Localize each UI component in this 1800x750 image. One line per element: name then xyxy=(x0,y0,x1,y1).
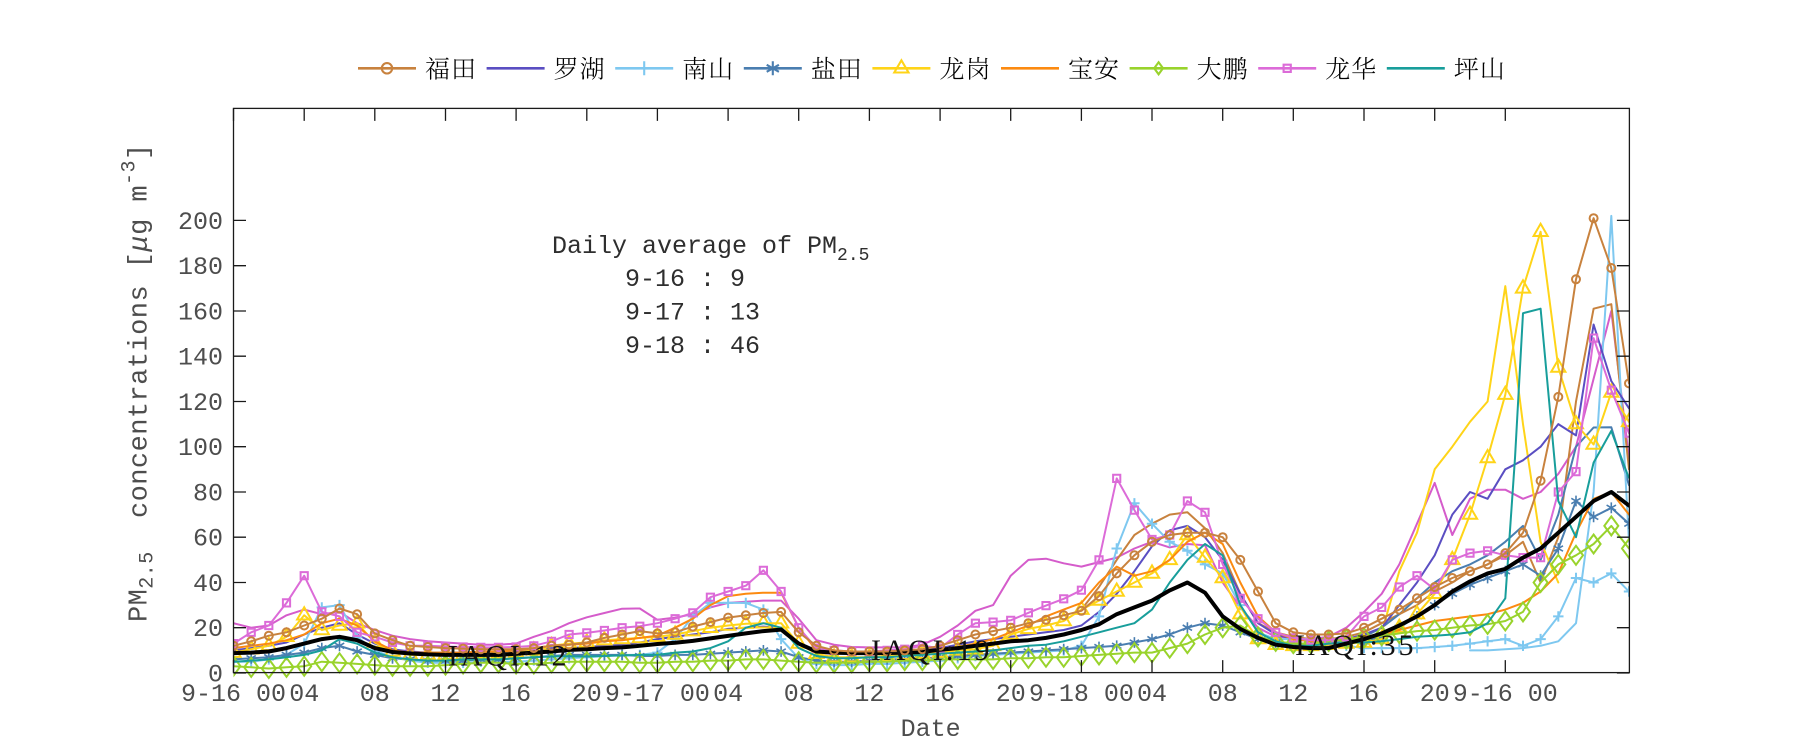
svg-text:12: 12 xyxy=(1278,680,1308,709)
svg-text:16: 16 xyxy=(925,680,955,709)
svg-text:08: 08 xyxy=(784,680,814,709)
svg-text:16: 16 xyxy=(501,680,531,709)
svg-text:20: 20 xyxy=(572,680,602,709)
svg-text:120: 120 xyxy=(178,389,223,418)
svg-text:9-17 00: 9-17 00 xyxy=(605,680,710,709)
svg-text:140: 140 xyxy=(178,344,223,373)
svg-text:100: 100 xyxy=(178,434,223,463)
svg-text:Daily average of PM2.5: Daily average of PM2.5 xyxy=(552,232,869,266)
svg-text:9-17 : 13: 9-17 : 13 xyxy=(625,299,760,328)
svg-text:04: 04 xyxy=(713,680,743,709)
svg-text:IAQI:12: IAQI:12 xyxy=(448,640,569,673)
svg-text:160: 160 xyxy=(178,299,223,328)
svg-text:20: 20 xyxy=(193,615,223,644)
svg-text:20: 20 xyxy=(1420,680,1450,709)
svg-text:16: 16 xyxy=(1349,680,1379,709)
svg-text:0: 0 xyxy=(208,661,223,690)
svg-text:PM2.5 concentrations [μg m-3]: PM2.5 concentrations [μg m-3] xyxy=(119,143,160,622)
svg-text:20: 20 xyxy=(996,680,1026,709)
svg-text:Date: Date xyxy=(901,715,961,744)
svg-text:9-16 00: 9-16 00 xyxy=(1453,680,1558,709)
svg-text:12: 12 xyxy=(430,680,460,709)
svg-text:08: 08 xyxy=(360,680,390,709)
svg-text:80: 80 xyxy=(193,480,223,509)
svg-text:04: 04 xyxy=(289,680,319,709)
svg-text:9-18 00: 9-18 00 xyxy=(1029,680,1134,709)
svg-text:200: 200 xyxy=(178,208,223,237)
svg-text:40: 40 xyxy=(193,570,223,599)
svg-text:IAQI:35: IAQI:35 xyxy=(1295,629,1416,662)
svg-text:08: 08 xyxy=(1208,680,1238,709)
svg-text:9-16 00: 9-16 00 xyxy=(181,680,286,709)
svg-text:12: 12 xyxy=(854,680,884,709)
svg-text:60: 60 xyxy=(193,525,223,554)
svg-text:180: 180 xyxy=(178,253,223,282)
svg-text:04: 04 xyxy=(1137,680,1167,709)
svg-text:9-16 : 9: 9-16 : 9 xyxy=(625,265,745,294)
svg-text:IAQI:19: IAQI:19 xyxy=(871,634,992,667)
svg-text:9-18 : 46: 9-18 : 46 xyxy=(625,332,760,361)
